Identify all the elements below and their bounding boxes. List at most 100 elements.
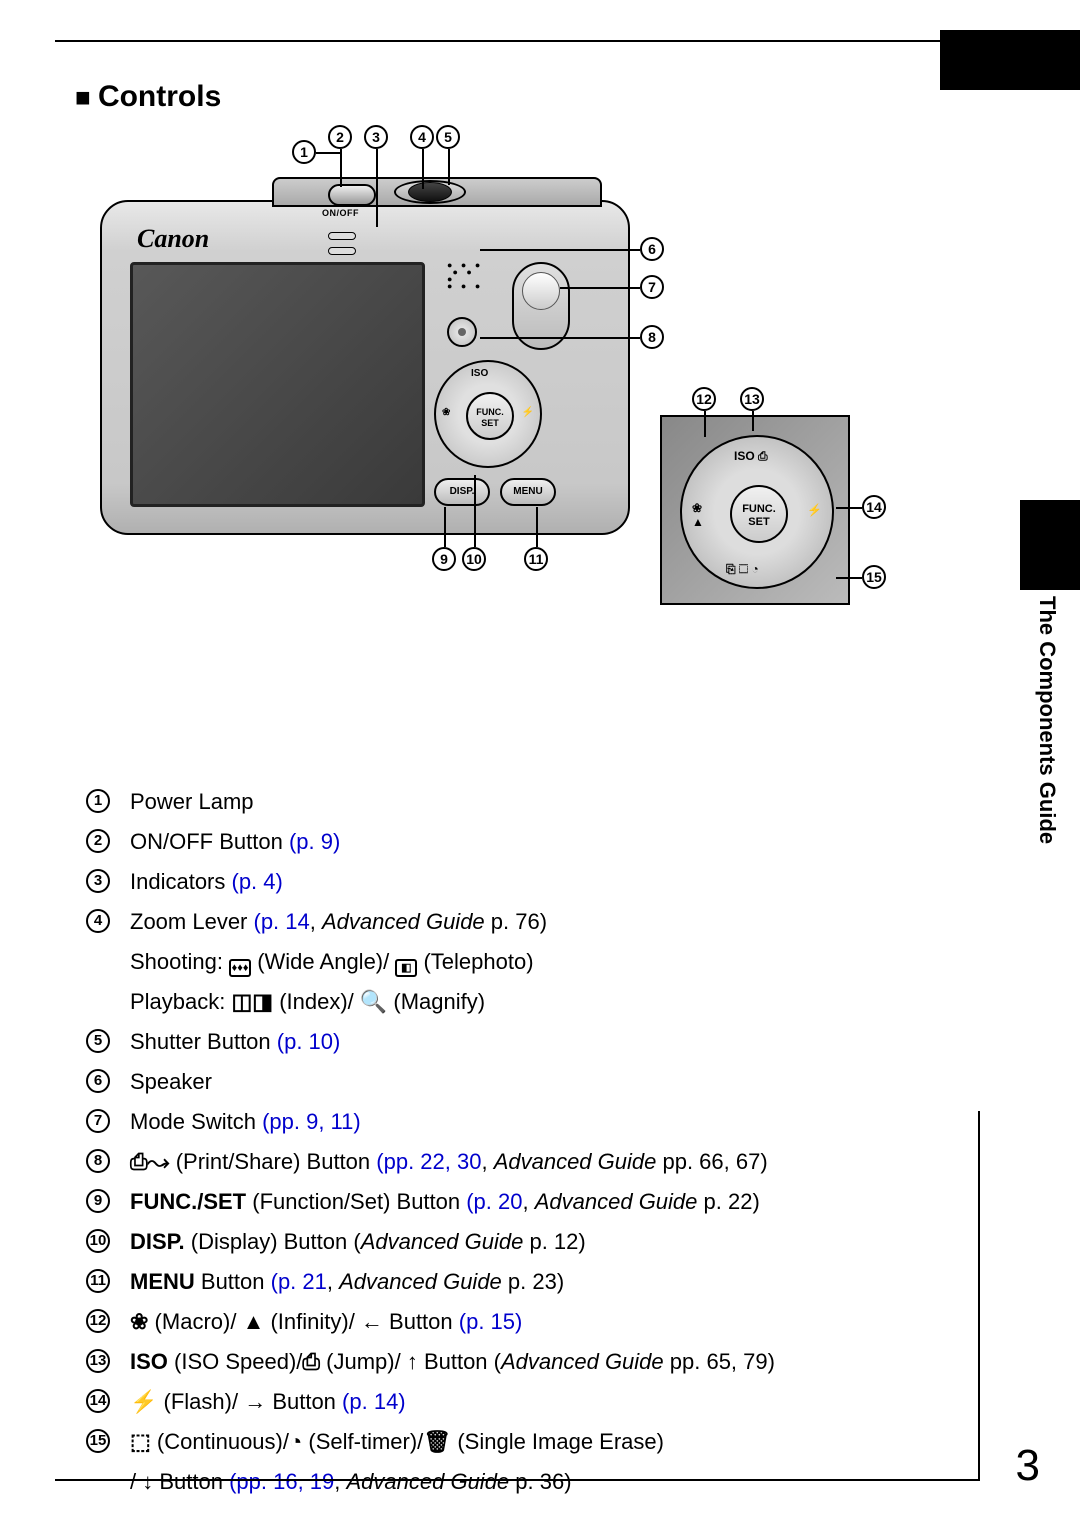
list-number: 7 [86, 1109, 110, 1133]
footer-vrule [978, 1111, 980, 1481]
flash-icon: ⚡ [130, 1389, 157, 1414]
page-ref[interactable]: (p. 10) [277, 1029, 341, 1054]
lead-line [836, 577, 862, 579]
list-text: Speaker [130, 1062, 936, 1102]
callout-12: 12 [692, 387, 716, 411]
list-number: 13 [86, 1349, 110, 1373]
left-arrow-icon: ← [361, 1309, 383, 1334]
right-arrow-icon: → [244, 1389, 266, 1414]
callout-13: 13 [740, 387, 764, 411]
print-share-button [447, 317, 477, 347]
list-text: ⚡ (Flash)/ → Button (p. 14) [130, 1382, 936, 1422]
page-ref[interactable]: (p. 14 [254, 909, 310, 934]
section-side-label: The Components Guide [1034, 596, 1060, 844]
page-ref[interactable]: (pp. 22, 30 [376, 1149, 481, 1174]
list-text: ⬚ (Continuous)/◔ (Self-timer)/🗑 (Single … [130, 1422, 936, 1502]
down-arrow-icon: ↓ [142, 1469, 153, 1494]
list-item: 9FUNC./SET (Function/Set) Button (p. 20,… [86, 1182, 936, 1222]
list-text: ⎙↝ (Print/Share) Button (pp. 22, 30, Adv… [130, 1142, 936, 1182]
continuous-icon: ⬚ [130, 1429, 151, 1454]
callout-3: 3 [364, 125, 388, 149]
callout-1: 1 [292, 140, 316, 164]
lead-line [560, 287, 640, 289]
flash-icon: ⚡ [522, 407, 534, 418]
indicator-led-1 [328, 232, 356, 240]
list-number: 11 [86, 1269, 110, 1293]
list-item: 10DISP. (Display) Button (Advanced Guide… [86, 1222, 936, 1262]
page-ref[interactable]: (pp. 9, 11) [262, 1109, 361, 1134]
list-number: 12 [86, 1309, 110, 1333]
page-ref[interactable]: (p. 21 [271, 1269, 327, 1294]
list-text: ISO (ISO Speed)/⎙ (Jump)/ ↑ Button (Adva… [130, 1342, 936, 1382]
lead-line [422, 149, 424, 189]
disp-button: DISP. [434, 478, 490, 506]
print-share-icon: ⎙↝ [130, 1149, 170, 1174]
list-item: 3Indicators (p. 4) [86, 862, 936, 902]
list-item: 8⎙↝ (Print/Share) Button (pp. 22, 30, Ad… [86, 1142, 936, 1182]
macro-icon: ❀ [442, 407, 450, 418]
callout-14: 14 [862, 495, 886, 519]
list-number: 6 [86, 1069, 110, 1093]
page-ref[interactable]: (p. 9) [289, 829, 340, 854]
lead-line [704, 411, 706, 437]
detail-ring: ISO ⎙ ❀▲ ⚡ ⎘ ⬚ ◔ FUNC.SET [680, 435, 834, 589]
lead-line [316, 152, 340, 154]
lead-line [376, 149, 378, 227]
magnify-icon: 🔍 [360, 989, 387, 1014]
footer-rule [55, 1479, 980, 1481]
list-text: Shutter Button (p. 10) [130, 1022, 936, 1062]
list-number: 9 [86, 1189, 110, 1213]
index-icon: ◫◨ [232, 989, 274, 1014]
list-number: 3 [86, 869, 110, 893]
callout-5: 5 [436, 125, 460, 149]
callout-15: 15 [862, 565, 886, 589]
list-number: 10 [86, 1229, 110, 1253]
page-ref[interactable]: (p. 20 [466, 1189, 522, 1214]
up-arrow-icon: ↑ [407, 1349, 418, 1374]
lead-line [448, 149, 450, 185]
callout-2: 2 [328, 125, 352, 149]
list-number: 4 [86, 909, 110, 933]
page-ref[interactable]: (p. 15) [459, 1309, 523, 1334]
lead-line [480, 337, 640, 339]
lead-line [480, 249, 640, 251]
callout-8: 8 [640, 325, 664, 349]
func-set-button: FUNC.SET [466, 392, 514, 440]
macro-icon: ❀ [130, 1309, 148, 1334]
controls-list: 1Power Lamp 2ON/OFF Button (p. 9) 3Indic… [86, 782, 936, 1502]
detail-func-set: FUNC.SET [730, 485, 788, 543]
page-ref[interactable]: (p. 14) [342, 1389, 406, 1414]
iso-label: ISO [471, 368, 488, 379]
list-item: 2ON/OFF Button (p. 9) [86, 822, 936, 862]
list-text: MENU Button (p. 21, Advanced Guide p. 23… [130, 1262, 936, 1302]
speaker-grille: ● ● ● ● ● ●● ● ● [447, 262, 487, 292]
lead-line [536, 507, 538, 547]
callout-11: 11 [524, 547, 548, 571]
list-number: 5 [86, 1029, 110, 1053]
control-ring-detail: ISO ⎙ ❀▲ ⚡ ⎘ ⬚ ◔ FUNC.SET [660, 415, 850, 605]
list-item: 12 ❀ (Macro)/ ▲ (Infinity)/ ← Button (p. … [86, 1302, 936, 1342]
telephoto-icon: ◧ [395, 959, 417, 977]
lead-line [340, 149, 342, 187]
page-ref[interactable]: (pp. 16, 19 [229, 1469, 334, 1494]
list-text: Mode Switch (pp. 9, 11) [130, 1102, 936, 1142]
callout-10: 10 [462, 547, 486, 571]
indicator-led-2 [328, 247, 356, 255]
lead-line [444, 507, 446, 547]
camera-diagram: Canon ON/OFF ● ● ● ● ● ●● ● ● ISO ❀ ⚡ FU… [80, 125, 980, 585]
lcd-screen [130, 262, 425, 507]
header-black-tab [940, 30, 1080, 90]
detail-flash-icon: ⚡ [807, 503, 822, 517]
lead-line [836, 507, 862, 509]
on-off-label: ON/OFF [322, 208, 359, 218]
brand-logo: Canon [137, 224, 209, 254]
list-number: 15 [86, 1429, 110, 1453]
list-number: 2 [86, 829, 110, 853]
page-ref[interactable]: (p. 4) [232, 869, 283, 894]
detail-iso-label: ISO ⎙ [734, 449, 768, 464]
list-item: 11 MENU Button (p. 21, Advanced Guide p. … [86, 1262, 936, 1302]
list-text: ❀ (Macro)/ ▲ (Infinity)/ ← Button (p. 15… [130, 1302, 936, 1342]
list-item: 1Power Lamp [86, 782, 936, 822]
jump-icon: ⎙ [302, 1349, 320, 1374]
infinity-icon: ▲ [243, 1309, 265, 1334]
